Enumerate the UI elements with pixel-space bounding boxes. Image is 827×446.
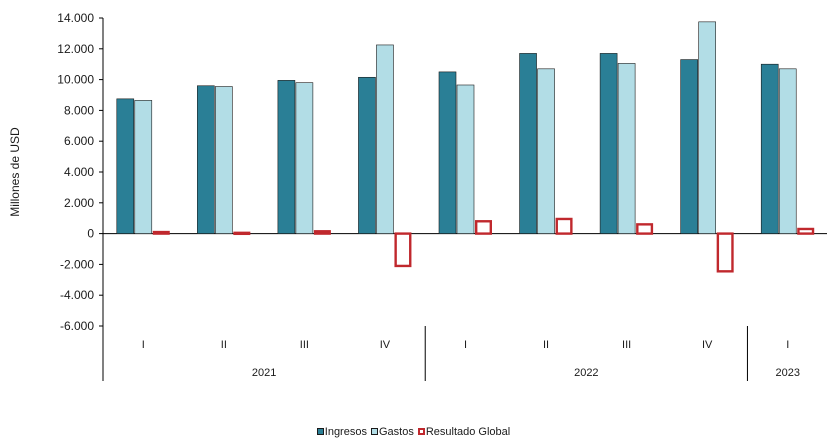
y-tick-label: -2.000 bbox=[60, 257, 94, 271]
legend-label: Ingresos bbox=[324, 426, 367, 438]
legend-swatch bbox=[417, 428, 425, 435]
y-tick-label: 12.000 bbox=[57, 42, 94, 56]
bar-ingresos bbox=[197, 85, 215, 234]
bar-resultado-global bbox=[394, 232, 412, 268]
bar-ingresos bbox=[599, 53, 618, 234]
y-tick-label: 10.000 bbox=[57, 73, 94, 87]
quarter-label: IV bbox=[702, 339, 713, 351]
bar-chart: 14.000 12.000 10.000 8.000 6.000 4.000 2.000 0 -… bbox=[8, 11, 827, 381]
bar-ingresos bbox=[760, 63, 779, 234]
bar-ingresos bbox=[519, 53, 537, 234]
bar-resultado-global bbox=[233, 231, 251, 236]
bar-gastos bbox=[617, 63, 636, 234]
quarter-label: III bbox=[300, 339, 309, 351]
quarter-label: III bbox=[622, 339, 631, 351]
quarter-label: I bbox=[786, 339, 789, 351]
bar-ingresos bbox=[680, 59, 698, 234]
y-tick-label: 14.000 bbox=[57, 11, 94, 25]
quarter-label: II bbox=[543, 339, 549, 351]
bar-gastos bbox=[134, 100, 153, 234]
bar-gastos bbox=[537, 68, 555, 234]
legend-item: Resultado Global bbox=[417, 426, 511, 438]
bar-gastos bbox=[295, 82, 314, 234]
y-tick-label: 6.000 bbox=[64, 134, 94, 148]
bar-gastos bbox=[456, 84, 475, 234]
y-axis-title: Millones de USD bbox=[8, 127, 22, 217]
bar-ingresos bbox=[116, 98, 135, 234]
y-tick-label: 4.000 bbox=[64, 165, 94, 179]
bar-resultado-global bbox=[636, 223, 654, 235]
y-tick-label: 0 bbox=[87, 227, 94, 241]
legend: Ingresos Gastos Resultado Global bbox=[0, 426, 827, 438]
year-label: 2021 bbox=[252, 367, 276, 379]
bar-resultado-global bbox=[152, 230, 170, 235]
bar-resultado-global bbox=[475, 220, 493, 235]
bar-ingresos bbox=[438, 71, 457, 234]
quarter-label: I bbox=[464, 339, 467, 351]
year-label: 2023 bbox=[775, 367, 799, 379]
bar-resultado-global bbox=[797, 227, 815, 235]
bar-gastos bbox=[215, 86, 233, 234]
legend-swatch bbox=[316, 428, 324, 435]
bar-resultado-global bbox=[716, 232, 734, 273]
bar-gastos bbox=[698, 21, 716, 234]
bar-resultado-global bbox=[313, 230, 331, 235]
legend-swatch bbox=[370, 428, 378, 435]
bar-gastos bbox=[376, 44, 394, 234]
legend-item: Gastos bbox=[370, 426, 414, 438]
legend-label: Gastos bbox=[378, 426, 414, 438]
y-tick-label: -4.000 bbox=[60, 288, 94, 302]
quarter-label: II bbox=[221, 339, 227, 351]
bar-gastos bbox=[778, 68, 797, 234]
bar-ingresos bbox=[277, 80, 296, 234]
legend-label: Resultado Global bbox=[425, 426, 511, 438]
quarter-label: I bbox=[142, 339, 145, 351]
bar-resultado-global bbox=[555, 217, 573, 235]
y-tick-label: 8.000 bbox=[64, 103, 94, 117]
y-tick-label: -6.000 bbox=[60, 319, 94, 333]
quarter-label: IV bbox=[380, 339, 391, 351]
legend-item: Ingresos bbox=[316, 426, 367, 438]
bar-ingresos bbox=[358, 76, 376, 234]
year-label: 2022 bbox=[574, 367, 598, 379]
y-tick-label: 2.000 bbox=[64, 196, 94, 210]
